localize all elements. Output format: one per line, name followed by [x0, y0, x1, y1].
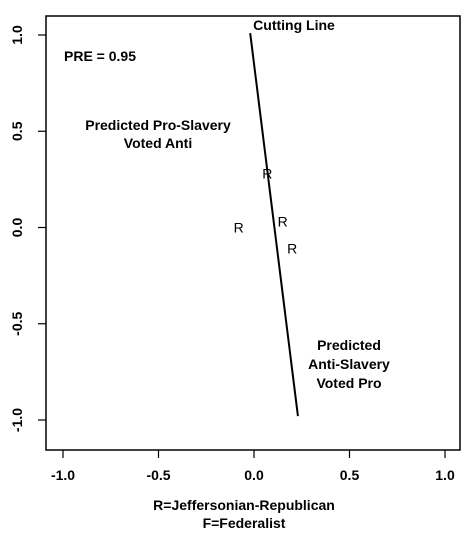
x-axis-label-line-2: F=Federalist	[203, 515, 286, 531]
plot-frame	[45, 15, 461, 451]
x-tick-label: -1.0	[51, 467, 75, 483]
pro-slavery-annotation-line: Predicted Pro-Slavery	[85, 117, 231, 133]
x-tick-label: 0.0	[244, 467, 264, 483]
data-point: R	[287, 241, 297, 257]
data-point: R	[234, 220, 244, 236]
y-tick-label: -1.0	[9, 408, 25, 432]
anti-slavery-annotation-line: Voted Pro	[316, 375, 381, 391]
x-axis-label-line-1: R=Jeffersonian-Republican	[153, 497, 335, 513]
data-point: R	[278, 214, 288, 230]
pro-slavery-annotation-line: Voted Anti	[124, 135, 192, 151]
anti-slavery-annotation-line: Anti-Slavery	[308, 356, 390, 372]
x-tick-label: -0.5	[146, 467, 170, 483]
anti-slavery-annotation-line: Predicted	[317, 337, 381, 353]
y-tick-label: 0.5	[9, 121, 25, 141]
data-point: R	[262, 166, 272, 182]
cutting-line	[249, 32, 299, 417]
cutting-line-label: Cutting Line	[253, 17, 335, 33]
x-tick-label: 1.0	[435, 467, 455, 483]
y-axis: -1.0 -0.5 0.0 0.5 1.0	[9, 25, 46, 432]
y-tick-label: -0.5	[9, 311, 25, 335]
pre-annotation: PRE = 0.95	[64, 48, 136, 64]
x-tick-label: 0.5	[340, 467, 360, 483]
y-tick-label: 1.0	[9, 25, 25, 45]
data-marks: RR RR	[234, 32, 299, 417]
x-axis: -1.0 -0.5 0.0 0.5 1.0	[51, 450, 455, 483]
y-tick-label: 0.0	[9, 218, 25, 238]
annotations: Cutting Line PRE = 0.95 Predicted Pro-Slav…	[64, 17, 390, 391]
